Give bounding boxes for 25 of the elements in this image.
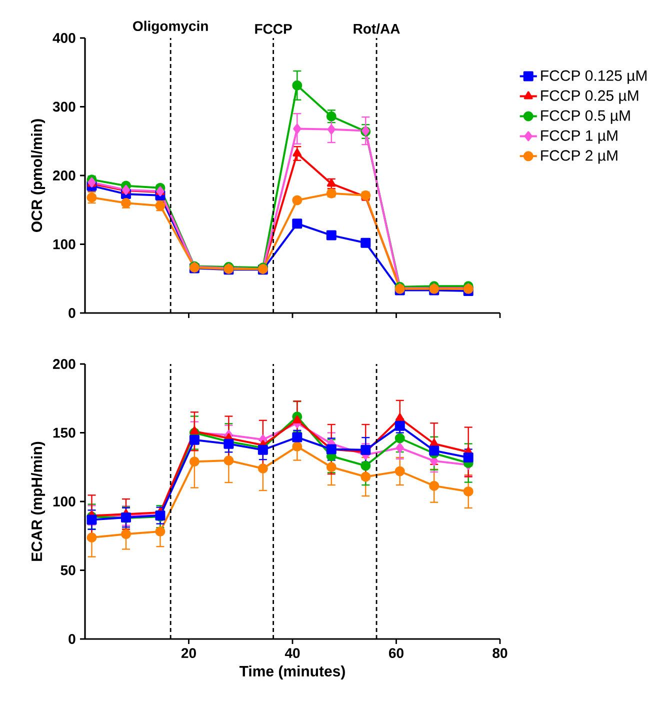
y-tick-label: 200 [52,359,76,369]
y-axis-title: ECAR (mpH/min) [31,442,46,561]
ref-line-label: Oligomycin [133,20,208,34]
legend-label: FCCP 0.5 µM [541,110,630,124]
x-axis-title: Time (minutes) [239,666,345,680]
y-tick-label: 50 [60,565,76,576]
y-tick-label: 0 [68,634,76,644]
y-tick-label: 0 [68,308,76,318]
y-axis-title: OCR (pmol/min) [31,119,46,232]
y-tick-label: 400 [52,33,76,43]
x-tick-label: 60 [388,648,404,658]
ref-line-label: FCCP [255,24,292,34]
x-tick-label: 20 [181,648,196,658]
y-tick-label: 150 [53,428,76,438]
y-tick-label: 200 [52,170,76,180]
legend-label: FCCP 2 µM [541,150,618,164]
y-tick-label: 300 [52,102,76,112]
y-tick-label: 100 [53,239,76,250]
y-tick-label: 100 [53,496,76,506]
legend-label: FCCP 0.125 µM [541,70,646,84]
x-tick-label: 40 [284,648,300,658]
legend-label: FCCP 0.25 µM [541,90,638,104]
ref-line-label: Rot/AA [354,23,400,34]
legend-label: FCCP 1 µM [541,130,618,144]
x-tick-label: 80 [492,648,508,658]
